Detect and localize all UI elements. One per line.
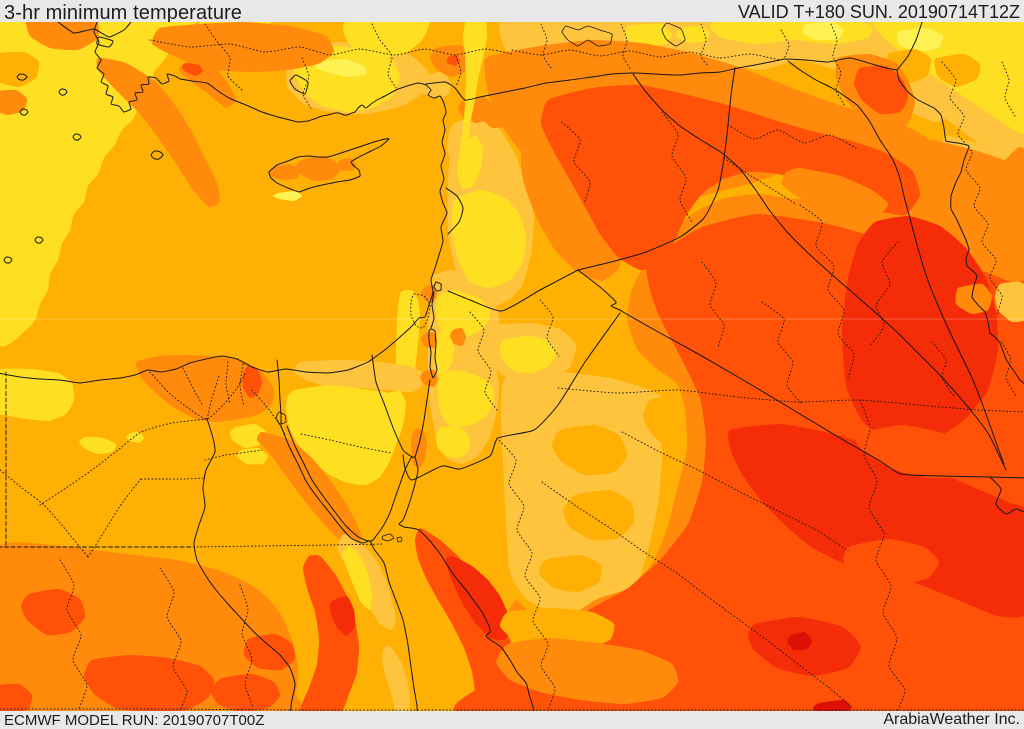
svg-text:ArabiaWeather Inc.: ArabiaWeather Inc. — [883, 711, 1020, 728]
svg-text:3-hr minimum temperature: 3-hr minimum temperature — [4, 2, 242, 24]
svg-text:VALID T+180 SUN. 20190714T12Z: VALID T+180 SUN. 20190714T12Z — [738, 2, 1020, 22]
svg-text:ECMWF MODEL RUN: 20190707T00Z: ECMWF MODEL RUN: 20190707T00Z — [4, 712, 264, 729]
